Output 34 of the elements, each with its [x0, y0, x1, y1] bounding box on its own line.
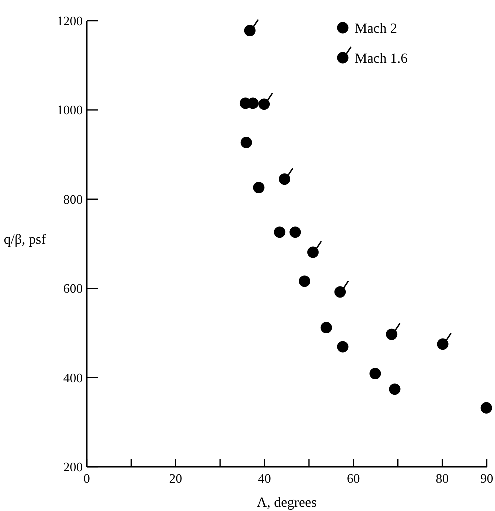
point [334, 286, 346, 298]
x-tick-label: 90 [480, 471, 494, 486]
x-tick-label: 40 [258, 471, 272, 486]
point [308, 246, 319, 258]
point [299, 276, 310, 288]
point [258, 98, 270, 110]
point [437, 338, 449, 350]
point [389, 384, 401, 396]
point [320, 322, 332, 334]
point [248, 98, 259, 110]
point [279, 174, 290, 186]
y-tick-label: 600 [64, 281, 83, 296]
y-tick-label: 800 [64, 192, 83, 207]
point [240, 137, 252, 148]
legend-label: Mach 1.6 [355, 52, 408, 67]
point [290, 226, 302, 238]
point [274, 226, 286, 238]
point [370, 368, 382, 380]
point [386, 328, 398, 340]
point [337, 341, 349, 353]
x-tick-label: 60 [347, 471, 360, 486]
point [244, 25, 256, 36]
y-tick-label: 1200 [57, 14, 83, 28]
point [480, 402, 492, 414]
legend-label: Mach 2 [355, 22, 398, 37]
x-tick-label: 0 [84, 471, 90, 486]
y-tick-label: 400 [64, 370, 83, 386]
y-axis-title: q/β, psf [4, 233, 46, 248]
y-tick-label: 200 [64, 460, 83, 474]
x-axis-title: Λ, degrees [257, 496, 317, 511]
point [253, 182, 265, 194]
x-tick-label: 80 [436, 471, 450, 486]
y-tick-label: 1000 [57, 102, 83, 118]
x-tick-label: 20 [169, 471, 182, 486]
